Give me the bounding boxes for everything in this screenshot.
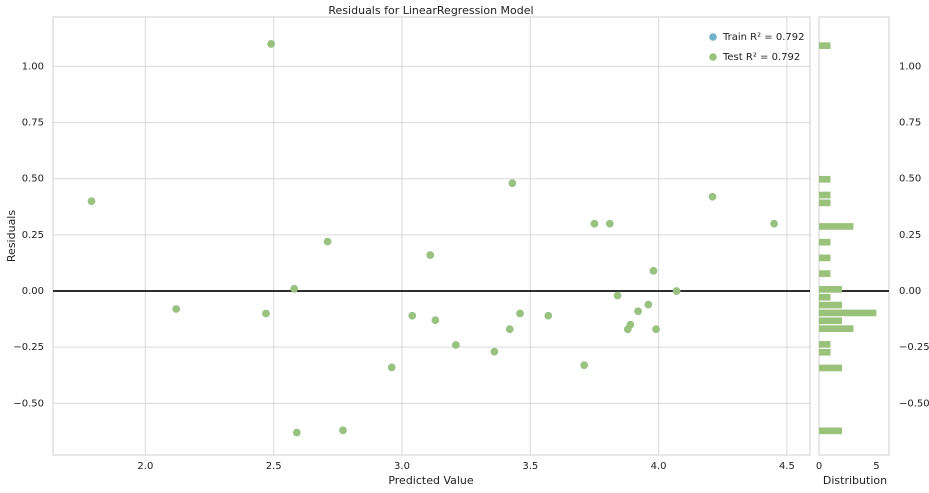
- point: [292, 428, 301, 437]
- point: [613, 291, 622, 300]
- x-tick-label: 0: [816, 461, 822, 472]
- x-tick-label: 5: [873, 461, 879, 472]
- y-tick-label: 0.75: [899, 118, 921, 129]
- hist-bar: [819, 254, 831, 262]
- point: [672, 287, 681, 295]
- point: [634, 307, 642, 316]
- hist-bar: [819, 191, 831, 199]
- y-tick-label: 0.50: [899, 174, 921, 185]
- legend-label: Train R² = 0.792: [722, 32, 805, 43]
- legend-marker: [709, 53, 717, 61]
- point: [544, 311, 553, 320]
- y-axis-label: Residuals: [5, 210, 18, 262]
- point: [323, 237, 332, 246]
- y-tick-label: −0.50: [13, 398, 44, 409]
- y-tick-label: −0.25: [899, 342, 929, 353]
- hist-bar: [819, 223, 854, 230]
- y-tick-label: 0.00: [22, 286, 44, 297]
- y-tick-label: 0.50: [22, 174, 44, 185]
- point: [339, 426, 347, 435]
- point: [644, 300, 653, 309]
- hist-bar: [819, 309, 877, 317]
- point: [508, 179, 517, 188]
- hist-bar: [819, 42, 831, 49]
- x-tick-label: 2.5: [266, 461, 282, 472]
- hist-area: [818, 16, 890, 456]
- point: [516, 309, 524, 318]
- hist-bar: [819, 301, 842, 309]
- point: [580, 361, 588, 369]
- point: [590, 219, 599, 228]
- point: [770, 219, 778, 228]
- x-tick-label: 3.0: [394, 461, 410, 472]
- hist-bar: [819, 364, 842, 372]
- point: [172, 305, 180, 313]
- x-tick-label: 4.5: [779, 461, 795, 472]
- point: [387, 363, 396, 372]
- hist-bar: [819, 270, 831, 277]
- point: [505, 325, 514, 334]
- point: [649, 267, 658, 275]
- hist-bar: [819, 238, 831, 246]
- chart-title: Residuals for LinearRegression Model: [328, 4, 533, 17]
- y-tick-label: −0.50: [899, 398, 929, 409]
- point: [426, 251, 435, 259]
- hist-bar: [819, 199, 831, 207]
- y-tick-label: 0.25: [899, 230, 921, 241]
- point: [606, 219, 614, 228]
- point: [452, 341, 460, 349]
- point: [267, 40, 275, 48]
- point: [290, 284, 299, 293]
- x-tick-label: 2.0: [137, 461, 153, 472]
- hist-bar: [819, 293, 831, 301]
- legend-label: Test R² = 0.792: [722, 52, 800, 63]
- hist-bar: [819, 317, 842, 325]
- y-tick-label: 1.00: [899, 61, 921, 72]
- hist-bar: [819, 325, 854, 332]
- x-tick-label: 4.0: [651, 461, 667, 472]
- point: [490, 347, 499, 356]
- hist-bar: [819, 427, 842, 435]
- x-tick-label: 3.5: [522, 461, 538, 472]
- y-tick-label: 0.25: [22, 230, 44, 241]
- hist-bar: [819, 341, 831, 348]
- y-tick-label: 1.00: [22, 61, 44, 72]
- y-tick-label: 0.75: [22, 118, 44, 129]
- point: [624, 325, 632, 334]
- y-tick-label: 0.00: [899, 286, 921, 297]
- point: [408, 311, 417, 320]
- point: [431, 316, 440, 325]
- hist-bar: [819, 348, 831, 356]
- point: [87, 197, 96, 205]
- legend-marker: [709, 33, 717, 41]
- x-axis-label: Predicted Value: [388, 474, 474, 487]
- hist-bar: [819, 175, 831, 183]
- hist-x-axis-label: Distribution: [823, 474, 887, 487]
- hist-bar: [819, 286, 842, 293]
- y-tick-label: −0.25: [13, 342, 44, 353]
- point: [262, 309, 270, 318]
- point: [652, 325, 660, 334]
- point: [708, 192, 717, 201]
- plot-area: [52, 16, 811, 456]
